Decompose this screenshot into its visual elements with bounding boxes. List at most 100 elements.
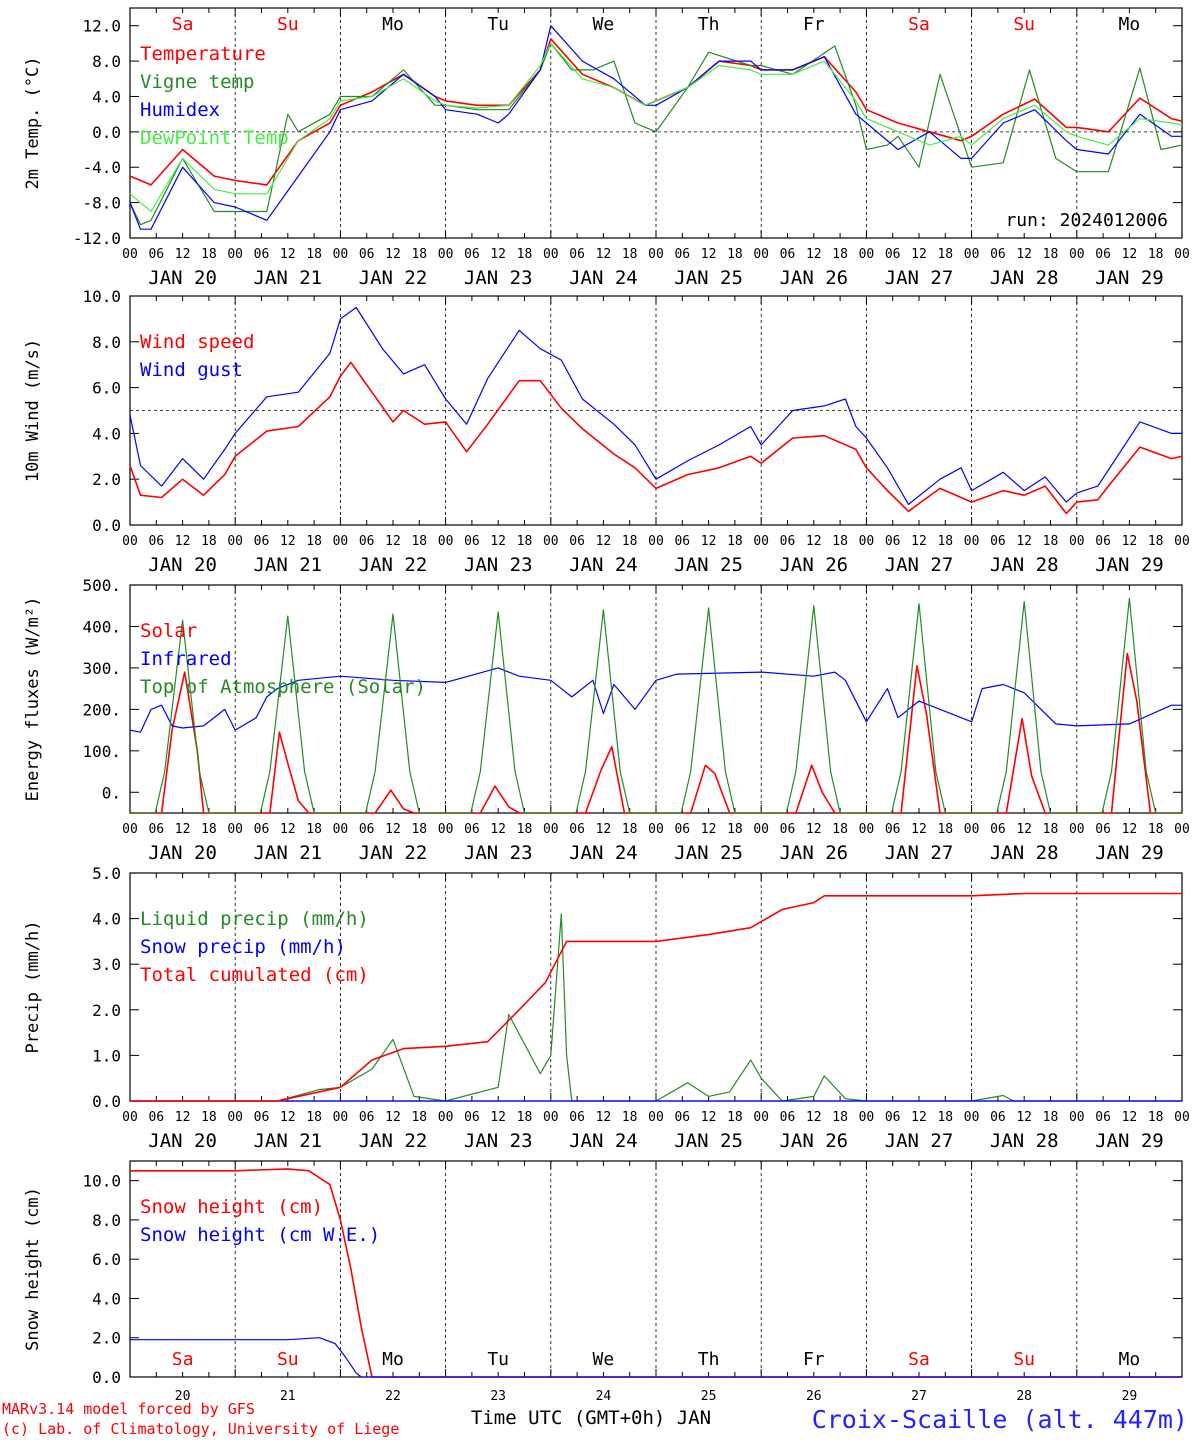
y-tick-label: -8.0	[82, 194, 121, 213]
day-number-label: 27	[911, 1389, 927, 1404]
date-label: JAN 28	[990, 267, 1059, 289]
hour-label: 12	[175, 822, 191, 837]
hour-label: 00	[438, 247, 454, 262]
weekday-label: Fr	[803, 14, 825, 35]
y-tick-label: -12.0	[73, 229, 121, 248]
day-number-label: 26	[806, 1389, 822, 1404]
panels: 12.0 8.0 4.0 0.0 -4.0 -8.0 -12.0 2m Temp. (°C) T…	[23, 7, 1190, 1404]
date-label: JAN 27	[885, 267, 954, 289]
y-tick-label: 500.	[82, 576, 121, 595]
hour-label: 18	[1043, 1110, 1059, 1125]
hour-label: 18	[1148, 1110, 1164, 1125]
hour-label: 18	[306, 1110, 322, 1125]
date-label: JAN 26	[779, 554, 848, 576]
hour-label: 06	[464, 1110, 480, 1125]
y-tick-label: 10.0	[82, 1172, 121, 1191]
hour-label: 12	[911, 1110, 927, 1125]
hour-label: 12	[385, 247, 401, 262]
date-label: JAN 29	[1095, 1130, 1164, 1152]
hour-label: 00	[648, 822, 664, 837]
hour-label: 06	[885, 1110, 901, 1125]
hour-label: 18	[517, 1110, 533, 1125]
hour-label: 00	[438, 822, 454, 837]
weekday-label: Sa	[908, 14, 930, 35]
hour-label: 06	[359, 247, 375, 262]
y-tick-label: 8.0	[92, 52, 121, 71]
day-number-label: 25	[701, 1389, 717, 1404]
date-label: JAN 24	[569, 554, 638, 576]
y-tick-label: 4.0	[92, 424, 121, 443]
hour-label: 18	[411, 247, 427, 262]
hour-label: 18	[306, 534, 322, 549]
hour-label: 00	[753, 1110, 769, 1125]
series-line-total-cumulated-cm-	[130, 892, 1182, 1102]
y-tick-label: 0.	[102, 783, 121, 802]
hour-label: 12	[911, 822, 927, 837]
hour-label: 06	[1095, 1110, 1111, 1125]
date-label: JAN 22	[359, 267, 428, 289]
hour-label: 18	[622, 247, 638, 262]
hour-label: 12	[596, 534, 612, 549]
hour-label: 12	[280, 247, 296, 262]
y-tick-label: 2.0	[92, 470, 121, 489]
date-label: JAN 21	[253, 1130, 322, 1152]
day-number-label: 24	[596, 1389, 612, 1404]
date-label: JAN 25	[674, 554, 743, 576]
hour-label: 12	[1016, 534, 1032, 549]
hour-label: 06	[148, 534, 164, 549]
hour-label: 18	[937, 534, 953, 549]
hour-label: 00	[543, 534, 559, 549]
hour-label: 06	[569, 247, 585, 262]
hour-label: 00	[227, 822, 243, 837]
hour-label: 00	[859, 822, 875, 837]
hour-label: 12	[1122, 822, 1138, 837]
legend-entry: Solar	[140, 620, 197, 642]
date-label: JAN 23	[464, 267, 533, 289]
day-number-label: 20	[175, 1389, 191, 1404]
hour-label: 12	[175, 534, 191, 549]
weekday-label: Mo	[382, 14, 404, 35]
hour-label: 12	[490, 534, 506, 549]
date-label: JAN 29	[1095, 554, 1164, 576]
hour-label: 06	[780, 822, 796, 837]
hour-label: 00	[227, 1110, 243, 1125]
hour-label: 06	[780, 1110, 796, 1125]
hour-label: 00	[753, 822, 769, 837]
hour-label: 06	[1095, 247, 1111, 262]
day-number-label: 28	[1016, 1389, 1032, 1404]
date-label: JAN 23	[464, 842, 533, 864]
y-tick-label: 2.0	[92, 1001, 121, 1020]
panel-4: 5.0 4.0 3.0 2.0 1.0 0.0 Precip (mm/h) Liquid pr…	[23, 864, 1190, 1152]
date-label: JAN 28	[990, 554, 1059, 576]
hour-label: 18	[832, 1110, 848, 1125]
series-line-wind-speed	[129, 361, 1183, 515]
legend-entry: Temperature	[140, 43, 266, 65]
weekday-label: Mo	[1119, 14, 1141, 35]
hour-label: 18	[1148, 822, 1164, 837]
date-label: JAN 25	[674, 1130, 743, 1152]
hour-label: 18	[727, 1110, 743, 1125]
y-axis-title: Precip (mm/h)	[23, 920, 43, 1053]
hour-label: 18	[832, 247, 848, 262]
y-tick-label: 4.0	[92, 910, 121, 929]
hour-label: 12	[596, 1110, 612, 1125]
hour-label: 12	[385, 822, 401, 837]
y-tick-label: 6.0	[92, 379, 121, 398]
hour-label: 06	[359, 1110, 375, 1125]
weekday-label: Th	[698, 14, 720, 35]
hour-label: 06	[254, 534, 270, 549]
hour-label: 12	[1016, 822, 1032, 837]
y-axis-title: Energy fluxes (W/m²)	[23, 597, 43, 802]
hour-label: 12	[490, 822, 506, 837]
hour-label: 18	[306, 822, 322, 837]
date-label: JAN 29	[1095, 842, 1164, 864]
date-label: JAN 21	[253, 267, 322, 289]
hour-label: 18	[201, 534, 217, 549]
hour-label: 06	[254, 247, 270, 262]
y-tick-label: 200.	[82, 700, 121, 719]
date-label: JAN 26	[779, 1130, 848, 1152]
hour-label: 00	[543, 247, 559, 262]
hour-label: 12	[490, 1110, 506, 1125]
hour-label: 06	[885, 534, 901, 549]
y-tick-label: 3.0	[92, 955, 121, 974]
